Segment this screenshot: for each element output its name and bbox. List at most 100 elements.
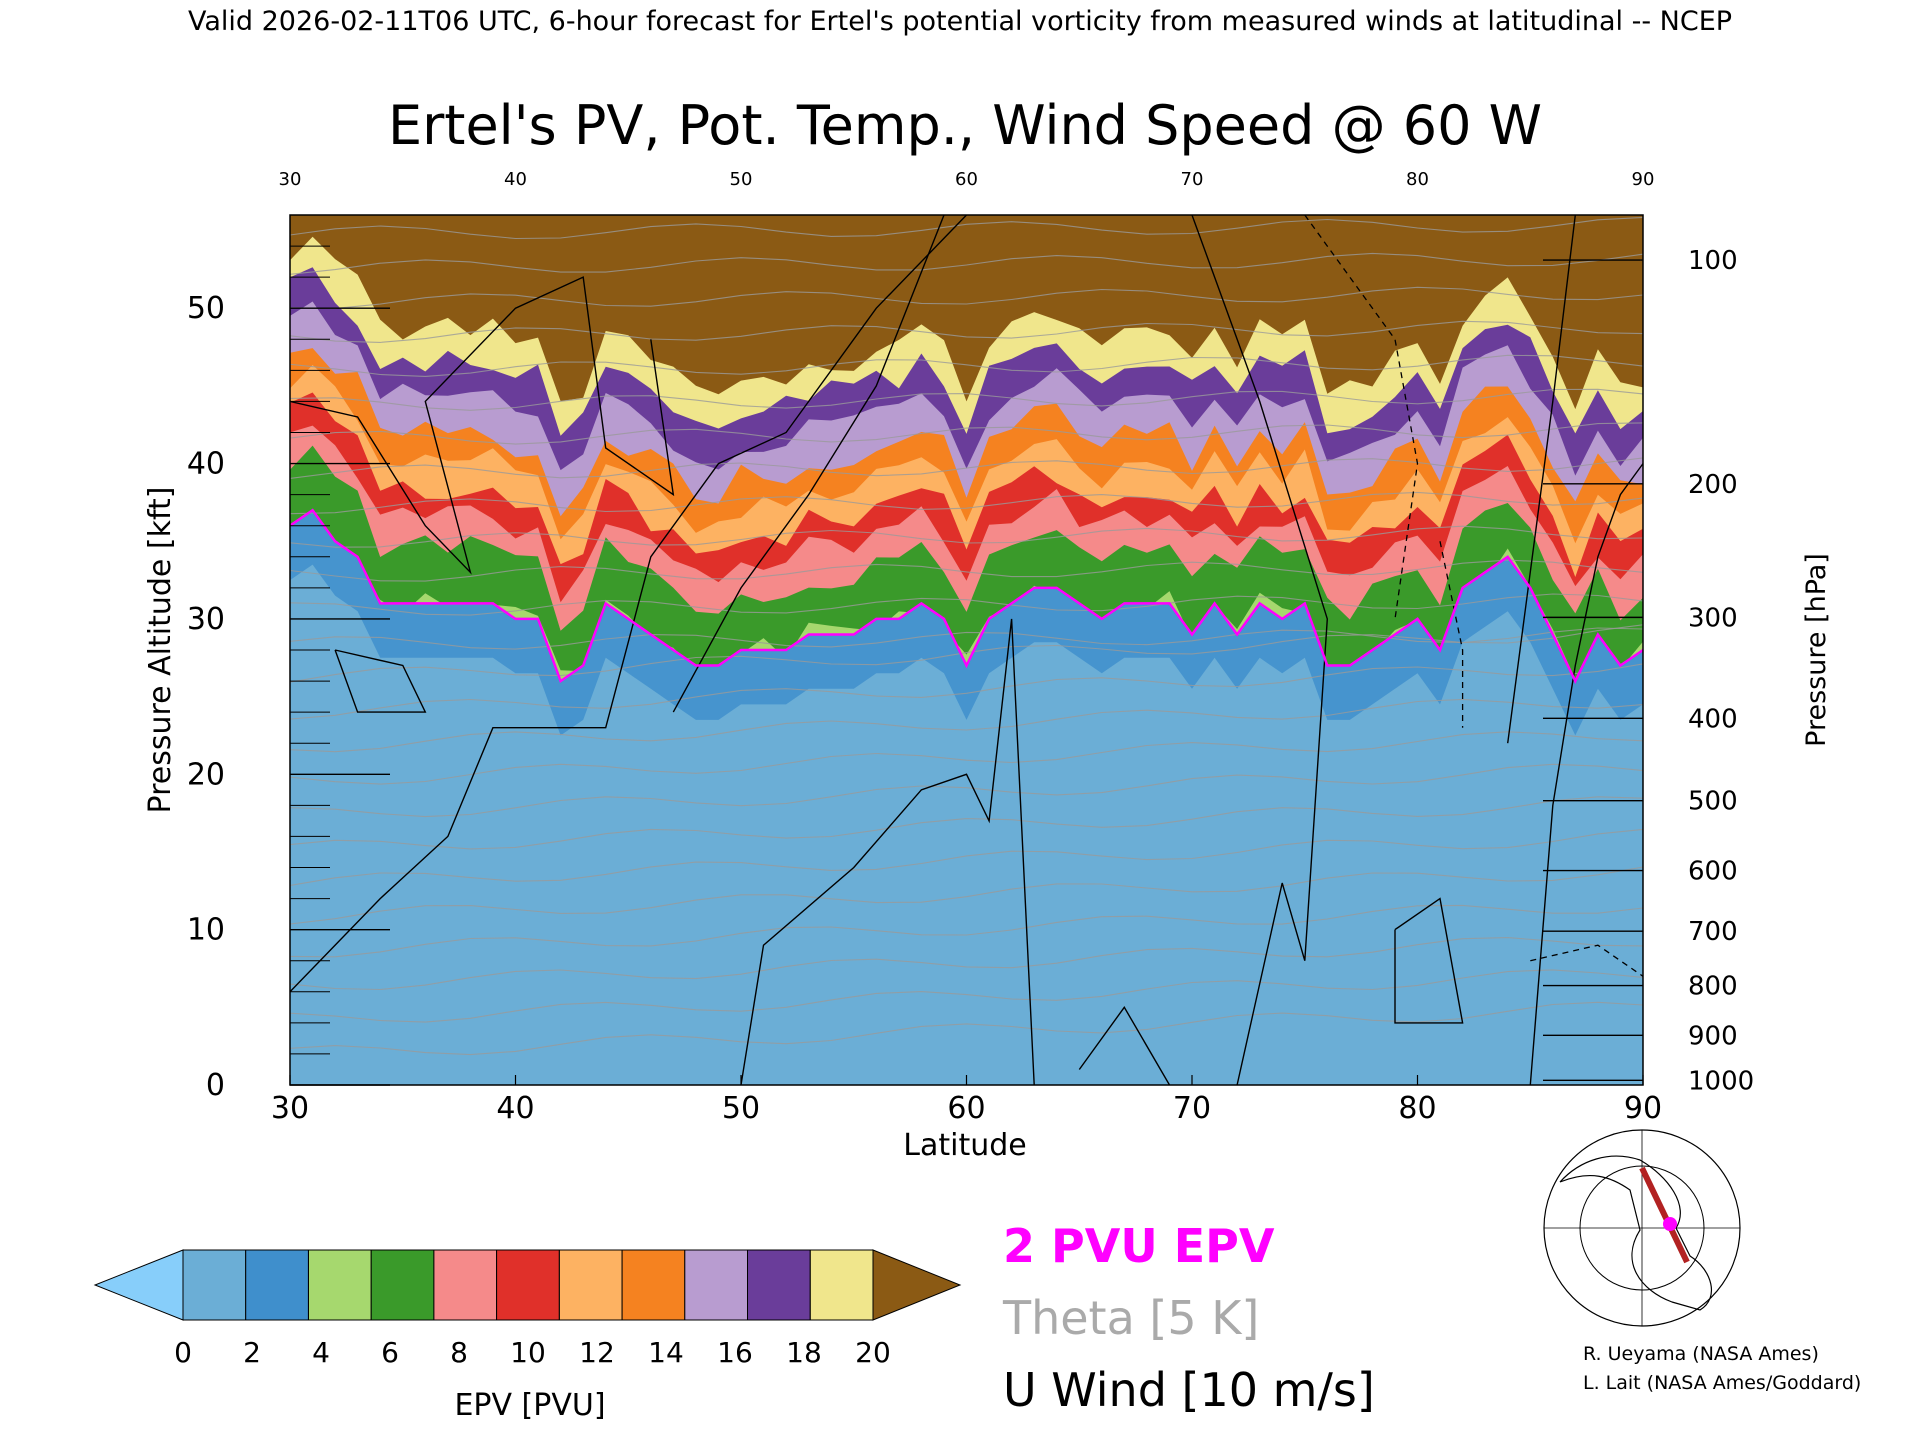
y-axis: 0 10 20 30 40 50 (187, 245, 390, 1103)
chart-title: Ertel's PV, Pot. Temp., Wind Speed @ 60 … (388, 94, 1542, 157)
wind-contour-3 (740, 618, 1035, 1085)
x-tick-label-70: 70 (1173, 1091, 1211, 1126)
p-tick-label-900: 900 (1688, 1021, 1738, 1051)
x-axis-label: Latitude (903, 1128, 1026, 1163)
colorbar-tick-12: 12 (579, 1336, 615, 1369)
colorbar-swatch-3 (370, 1249, 435, 1321)
theta-line-2 (290, 969, 1643, 1023)
theta-line-25 (290, 216, 1643, 240)
wind-contour-6 (1529, 463, 1643, 1085)
legend-theta: Theta [5 K] (1002, 1291, 1259, 1345)
theta-line-17 (290, 491, 1643, 515)
wind-contour-10 (1394, 897, 1464, 1024)
legend-uwind: U Wind [10 m/s] (1003, 1363, 1375, 1417)
top-tick-label-80: 80 (1406, 169, 1429, 190)
pv-upper-trop (290, 510, 1643, 736)
colorbar-swatch-10 (809, 1249, 874, 1321)
wind-contour-5 (1191, 215, 1329, 1085)
x-tick-label-50: 50 (722, 1091, 760, 1126)
y-tick-label-50: 50 (187, 291, 225, 326)
top-x-axis: 30 40 50 60 70 80 90 (279, 169, 1655, 190)
colorbar: 0 2 4 6 8 10 12 14 16 18 20 (93, 1249, 962, 1369)
p-tick-label-100: 100 (1688, 246, 1738, 276)
x-tick-label-40: 40 (496, 1091, 534, 1126)
colorbar-tick-2: 2 (243, 1336, 261, 1369)
colorbar-swatch-1 (245, 1249, 309, 1321)
wind-contour-1 (290, 215, 968, 993)
theta-line-6 (290, 828, 1643, 886)
top-tick-label-40: 40 (504, 169, 527, 190)
map-coastline (1559, 1155, 1712, 1311)
wind-contour-2 (672, 215, 945, 713)
wind-contour-7 (1507, 215, 1576, 744)
theta-line-4 (290, 904, 1643, 958)
colorbar-label: EPV [PVU] (454, 1388, 605, 1423)
p-tick-label-200: 200 (1688, 470, 1738, 500)
pressure-axis-label: Pressure [hPa] (1801, 553, 1832, 747)
theta-line-5 (290, 866, 1643, 925)
theta-contours (290, 216, 1643, 1056)
x-tick-label-80: 80 (1398, 1091, 1436, 1126)
theta-line-14 (290, 593, 1643, 616)
colorbar-tick-14: 14 (648, 1336, 684, 1369)
colorbar-tick-0: 0 (174, 1336, 192, 1369)
wind-contour-negative-2 (1439, 541, 1464, 728)
wind-contour-9 (334, 649, 427, 713)
theta-line-15 (290, 559, 1643, 582)
y-axis-label: Pressure Altitude [kft] (143, 487, 178, 814)
colorbar-swatch-6 (558, 1249, 623, 1321)
p-tick-label-800: 800 (1688, 972, 1738, 1002)
theta-line-19 (290, 422, 1643, 445)
y-tick-label-40: 40 (187, 447, 225, 482)
colorbar-tick-4: 4 (312, 1336, 330, 1369)
credit-line-2: L. Lait (NASA Ames/Goddard) (1583, 1372, 1861, 1394)
theta-line-23 (290, 286, 1643, 309)
credit-line-1: R. Ueyama (NASA Ames) (1583, 1343, 1819, 1365)
locator-map (1543, 1129, 1741, 1327)
theta-line-3 (290, 937, 1643, 991)
p-tick-label-700: 700 (1688, 917, 1738, 947)
theta-line-16 (290, 525, 1643, 548)
colorbar-swatch-5 (496, 1249, 560, 1321)
colorbar-tick-8: 8 (450, 1336, 468, 1369)
theta-line-22 (290, 320, 1643, 343)
colorbar-tick-20: 20 (855, 1336, 891, 1369)
theta-line-9 (290, 731, 1643, 785)
p-tick-label-600: 600 (1688, 857, 1738, 887)
colorbar-swatch-2 (308, 1249, 372, 1321)
p-tick-label-300: 300 (1688, 603, 1738, 633)
theta-line-7 (290, 796, 1643, 850)
colorbar-swatch-0 (182, 1249, 247, 1321)
theta-line-10 (290, 698, 1643, 753)
top-tick-label-90: 90 (1632, 169, 1655, 190)
colorbar-over-arrow (872, 1249, 962, 1321)
wind-contour-negative-3 (1530, 944, 1643, 977)
wind-contour-4 (1078, 1006, 1171, 1085)
colorbar-swatch-8 (684, 1249, 748, 1321)
theta-line-1 (290, 1001, 1643, 1056)
colorbar-under-arrow (93, 1249, 184, 1321)
legend-pv2: 2 PVU EPV (1003, 1219, 1275, 1273)
colorbar-swatch-7 (621, 1249, 686, 1321)
theta-line-8 (290, 763, 1643, 818)
theta-line-21 (290, 354, 1643, 377)
theta-line-11 (290, 663, 1643, 720)
p-tick-label-500: 500 (1688, 787, 1738, 817)
top-tick-label-50: 50 (730, 169, 753, 190)
colorbar-tick-10: 10 (510, 1336, 546, 1369)
plot-area (290, 215, 1643, 1085)
wind-contour-negative-1 (1304, 215, 1419, 619)
theta-line-20 (290, 388, 1643, 411)
theta-line-12 (290, 624, 1643, 683)
p-tick-label-1000: 1000 (1688, 1066, 1754, 1096)
colorbar-swatch-9 (747, 1249, 811, 1321)
pv2-line (290, 508, 1643, 684)
top-tick-label-30: 30 (279, 169, 302, 190)
x-tick-label-90: 90 (1624, 1091, 1662, 1126)
theta-line-24 (290, 252, 1643, 275)
y-tick-label-10: 10 (187, 913, 225, 948)
y-tick-label-20: 20 (187, 757, 225, 792)
top-tick-label-60: 60 (955, 169, 978, 190)
y-tick-label-30: 30 (187, 602, 225, 637)
